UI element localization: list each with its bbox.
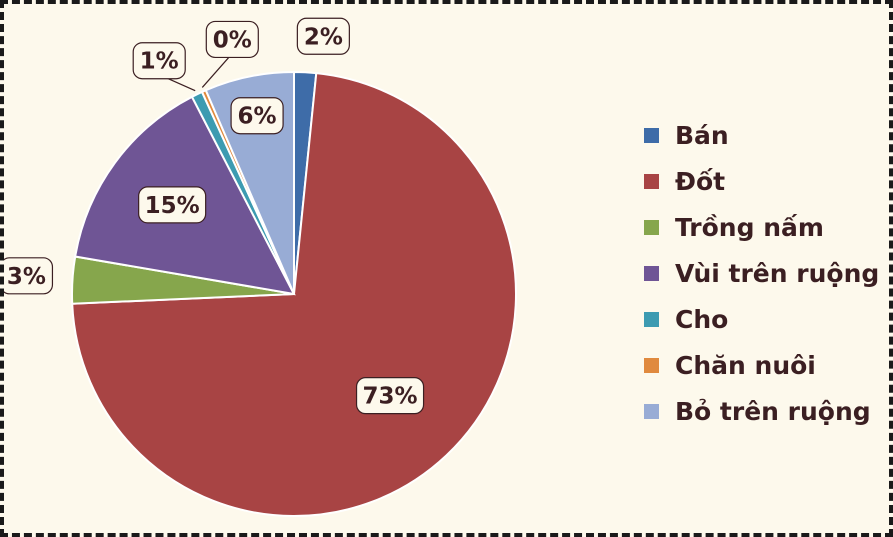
- legend-label: Bỏ trên ruộng: [675, 396, 871, 426]
- legend: Bán Đốt Trồng nấm Vùi trên ruộng Cho Chă…: [644, 112, 879, 434]
- legend-swatch: [644, 219, 659, 235]
- legend-swatch: [644, 265, 659, 281]
- legend-label: Đốt: [675, 166, 726, 196]
- legend-swatch: [644, 127, 659, 143]
- data-label-text: 6%: [238, 104, 277, 130]
- data-labels: 2% 73% 3% 15% 1% 0% 6%: [4, 17, 425, 415]
- legend-item-dot: Đốt: [644, 158, 879, 204]
- pie-chart: 2% 73% 3% 15% 1% 0% 6%: [4, 17, 517, 517]
- data-label-text: 2%: [304, 24, 343, 50]
- legend-swatch: [644, 403, 659, 419]
- legend-item-ban: Bán: [644, 112, 879, 158]
- legend-item-vui-tren-ruong: Vùi trên ruộng: [644, 250, 879, 296]
- legend-label: Cho: [675, 304, 729, 334]
- legend-item-chan-nuoi: Chăn nuôi: [644, 342, 879, 388]
- data-label-box: [296, 17, 350, 55]
- data-label-text: 15%: [145, 193, 200, 219]
- data-label-text: 0%: [213, 27, 252, 53]
- data-label-box: [4, 257, 54, 295]
- data-label-chan-nuoi: 0%: [205, 20, 259, 59]
- data-label-box: [205, 20, 259, 59]
- legend-item-bo-tren-ruong: Bỏ trên ruộng: [644, 388, 879, 434]
- pie-slices: [71, 70, 517, 517]
- data-label-vui-tren-ruong: 15%: [138, 186, 207, 224]
- data-label-cho: 1%: [132, 42, 186, 80]
- legend-item-cho: Cho: [644, 296, 879, 342]
- data-label-box: [132, 42, 186, 80]
- legend-label: Trồng nấm: [675, 212, 824, 242]
- data-label-trong-nam: 3%: [4, 257, 54, 295]
- data-label-dot: 73%: [355, 377, 425, 415]
- data-label-text: 1%: [140, 49, 179, 75]
- legend-swatch: [644, 357, 659, 373]
- legend-label: Vùi trên ruộng: [675, 258, 880, 288]
- data-label-bo-tren-ruong: 6%: [230, 97, 284, 135]
- legend-swatch: [644, 311, 659, 327]
- data-label-box: [230, 97, 284, 135]
- data-label-box: [138, 186, 207, 224]
- legend-item-trong-nam: Trồng nấm: [644, 204, 879, 250]
- data-label-text: 73%: [363, 384, 418, 410]
- data-label-ban: 2%: [296, 17, 350, 55]
- data-label-box: [355, 377, 425, 415]
- legend-swatch: [644, 173, 659, 189]
- legend-label: Chăn nuôi: [675, 350, 816, 380]
- legend-label: Bán: [675, 120, 729, 150]
- data-label-text: 3%: [7, 264, 46, 290]
- leader-line: [201, 53, 233, 88]
